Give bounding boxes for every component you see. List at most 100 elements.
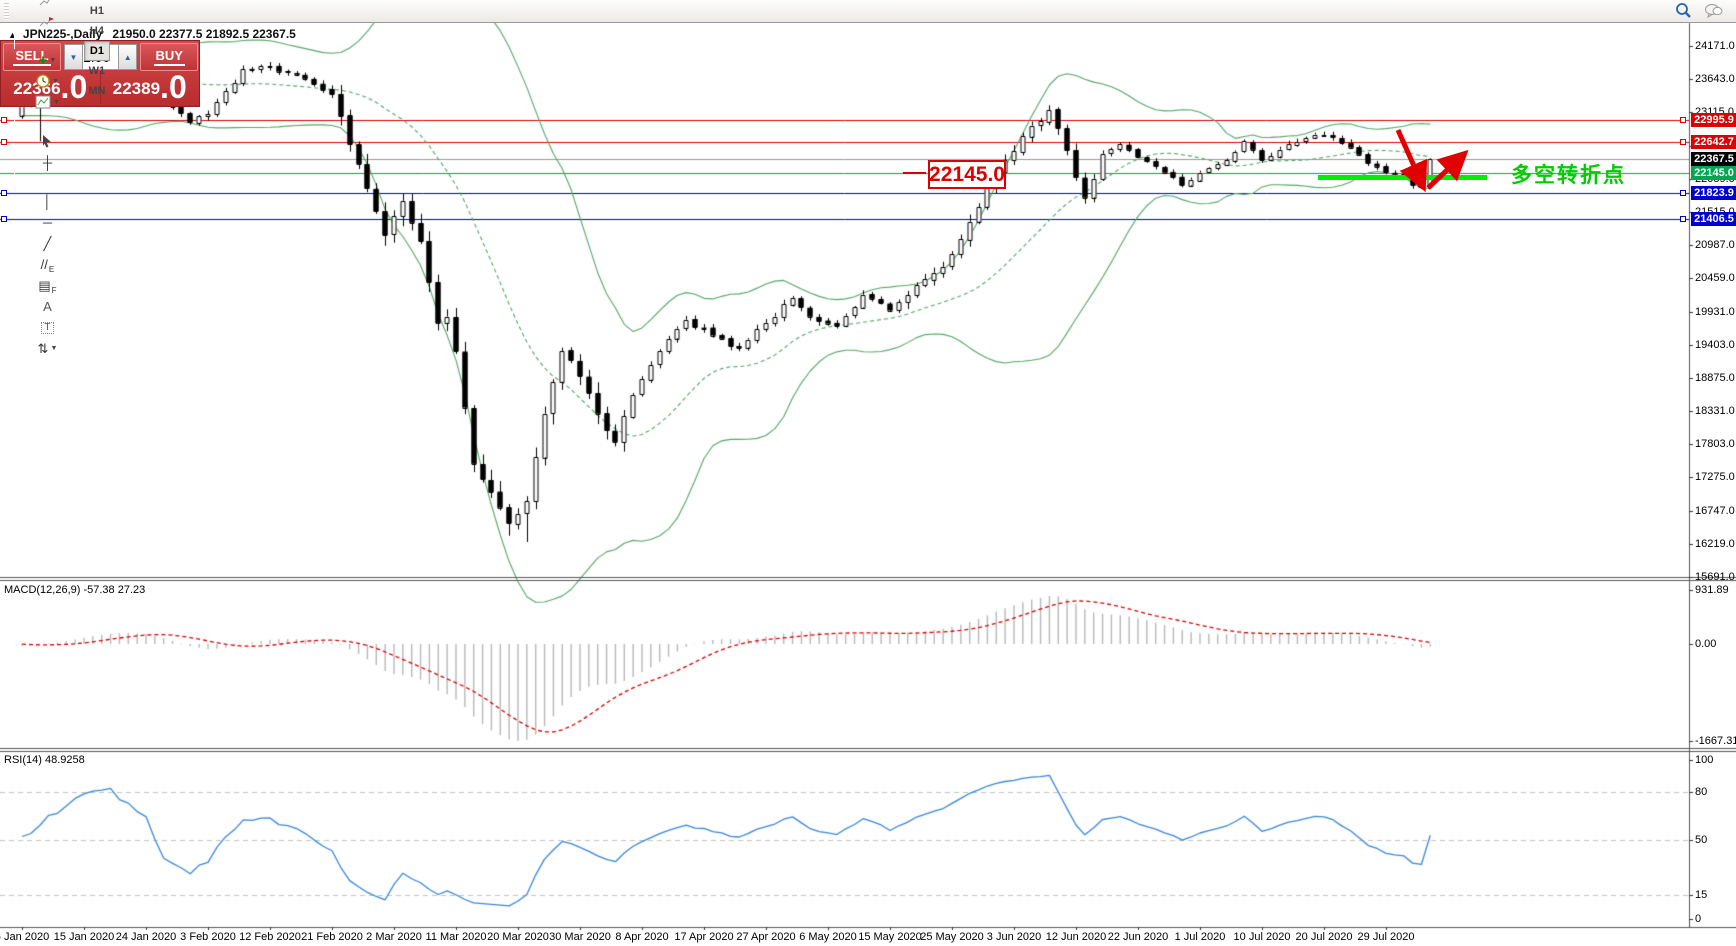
date-axis-label: 29 Jul 2020 (1357, 931, 1415, 943)
price-tag: 21823.9 (1691, 185, 1736, 200)
text-label-button[interactable]: T (12, 317, 83, 338)
date-axis-label: 6 Jan 2020 (0, 931, 50, 943)
one-click-trading-panel: SELL ▼ 1.00 ▲ BUY 22366.0 22389.0 (0, 40, 200, 107)
vertical-line-button[interactable]: │ (12, 191, 83, 212)
price-axis-tick: 17275.0 (1695, 471, 1735, 484)
text-button[interactable]: A (12, 296, 83, 317)
chat-icon (1704, 3, 1723, 20)
timeframe-d1-button[interactable]: D1 (83, 41, 110, 61)
trendline-icon: ╱ (43, 236, 52, 251)
date-axis-label: 1 Jul 2020 (1174, 931, 1226, 943)
rsi-axis-tick: 50 (1695, 833, 1708, 846)
price-axis-tick: 24171.0 (1695, 40, 1735, 52)
toolbar-separator (14, 359, 15, 376)
price-axis-tick: 19403.0 (1695, 338, 1735, 351)
auto-scroll-icon (39, 0, 55, 9)
toolbar-separator (14, 173, 15, 190)
horizontal-line-button[interactable]: ─ (12, 212, 83, 233)
price-tag: 21406.5 (1691, 212, 1736, 227)
cursor-icon (41, 134, 53, 150)
equidistant-channel-icon: // (40, 257, 48, 272)
date-axis-label: 8 Apr 2020 (615, 931, 669, 943)
indicators-button[interactable]: + ▼ (12, 50, 83, 71)
buy-button[interactable]: BUY (140, 43, 199, 71)
date-axis-label: 24 Jan 2020 (115, 931, 177, 943)
date-axis-label: 3 Jun 2020 (986, 931, 1042, 943)
equidistant-channel-button[interactable]: //E (40, 257, 55, 274)
rsi-axis-tick: 80 (1695, 785, 1708, 798)
price-axis-tick: 16219.0 (1695, 537, 1735, 550)
line-handle[interactable] (1, 138, 7, 145)
auto-scroll-button[interactable] (12, 0, 83, 11)
price-axis-tick: 18875.0 (1695, 371, 1735, 384)
chat-button[interactable] (1699, 1, 1727, 22)
fibonacci-button[interactable]: ▤ F (38, 278, 57, 295)
line-handle[interactable] (1, 116, 7, 123)
volume-decrease-button[interactable]: ▼ (64, 44, 83, 70)
price-axis-tick: 19931.0 (1695, 305, 1735, 318)
date-axis-label: 2 Mar 2020 (366, 931, 422, 943)
timeframe-mn-button[interactable]: MN (88, 85, 106, 97)
chevron-down-icon: ▼ (52, 99, 60, 106)
chart-shift-icon (39, 14, 55, 30)
text-icon: A (43, 299, 52, 314)
date-axis-label: 21 Feb 2020 (301, 931, 363, 943)
up-arrow (1426, 149, 1469, 190)
price-tag: 22642.7 (1691, 134, 1736, 149)
collapse-panel-icon[interactable]: ▲ (8, 30, 17, 40)
buy-price-button[interactable]: 22389.0 (112, 69, 187, 105)
horizontal-line-icon: ─ (42, 215, 53, 230)
sell-button[interactable]: SELL (3, 43, 61, 71)
chevron-down-icon: ▼ (50, 345, 58, 352)
line-handle[interactable] (1, 189, 7, 196)
date-axis-label: 20 Jul 2020 (1295, 931, 1353, 943)
trendline-button[interactable]: ╱ (12, 233, 83, 254)
cursor-button[interactable] (12, 131, 83, 152)
fibonacci-icon: ▤ (38, 278, 51, 293)
reversal-arrows (1395, 128, 1469, 193)
price-axis-tick: 17803.0 (1695, 438, 1735, 451)
search-icon (1675, 2, 1692, 20)
templates-button[interactable]: ▼ (12, 92, 83, 113)
line-handle[interactable] (1680, 116, 1686, 123)
timeframe-h1-button[interactable]: H1 (89, 5, 104, 17)
rsi-axis-tick: 100 (1695, 754, 1714, 766)
date-axis-label: 22 Jun 2020 (1107, 931, 1169, 943)
crosshair-icon: ┼ (42, 155, 53, 170)
volume-increase-button[interactable]: ▲ (118, 44, 138, 70)
price-callout-dash (903, 172, 926, 174)
price-axis-tick: 18331.0 (1695, 405, 1735, 418)
chart-title: ▲ JPN225-,Daily 21950.0 22377.5 21892.5 22… (8, 27, 296, 41)
down-arrow (1395, 128, 1428, 193)
date-axis-label: 15 May 2020 (858, 931, 922, 943)
price-axis-tick: 16747.0 (1695, 504, 1735, 517)
price-callout-label: 22145.0 (928, 160, 1006, 189)
timeframe-h4-button[interactable]: H4 (89, 25, 104, 37)
toolbar-separator (14, 32, 15, 49)
chart-shift-button[interactable] (12, 11, 83, 32)
price-tag: 22367.5 (1691, 151, 1736, 166)
rsi-label: RSI(14) 48.9258 (4, 754, 85, 766)
line-handle[interactable] (1, 216, 7, 223)
vertical-line-icon: │ (43, 194, 52, 209)
line-handle[interactable] (1680, 138, 1686, 145)
date-axis-label: 12 Feb 2020 (239, 931, 301, 943)
date-axis-label: 27 Apr 2020 (736, 931, 796, 943)
line-handle[interactable] (1680, 216, 1686, 223)
search-button[interactable] (1669, 1, 1697, 22)
date-axis-label: 11 Mar 2020 (425, 931, 487, 943)
ohlc-values: 21950.0 22377.5 21892.5 22367.5 (112, 27, 296, 41)
timeframe-w1-button[interactable]: W1 (88, 65, 106, 77)
date-axis-label: 12 Jun 2020 (1045, 931, 1107, 943)
macd-axis-tick: 931.89 (1695, 583, 1729, 596)
periods-button[interactable]: ▼ (12, 71, 83, 92)
date-axis-label: 25 May 2020 (920, 931, 984, 943)
price-tag: 22995.9 (1691, 112, 1736, 127)
pivot-annotation-text: 多空转折点 (1511, 164, 1626, 187)
date-axis-label: 10 Jul 2020 (1233, 931, 1291, 943)
line-handle[interactable] (1680, 189, 1686, 196)
arrows-button[interactable]: ⇅ ▼ (12, 338, 83, 359)
crosshair-button[interactable]: ┼ (12, 152, 83, 173)
chevron-down-icon: ▼ (51, 78, 59, 85)
